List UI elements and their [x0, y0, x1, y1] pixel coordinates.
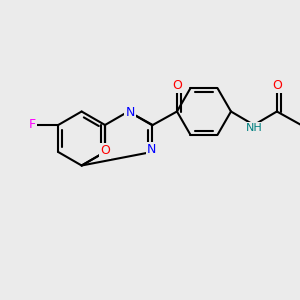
Text: N: N [126, 106, 135, 119]
Text: NH: NH [246, 123, 262, 133]
Text: O: O [172, 79, 182, 92]
Text: O: O [100, 144, 110, 158]
Text: F: F [29, 118, 36, 131]
Text: N: N [147, 143, 157, 157]
Text: O: O [272, 79, 282, 92]
